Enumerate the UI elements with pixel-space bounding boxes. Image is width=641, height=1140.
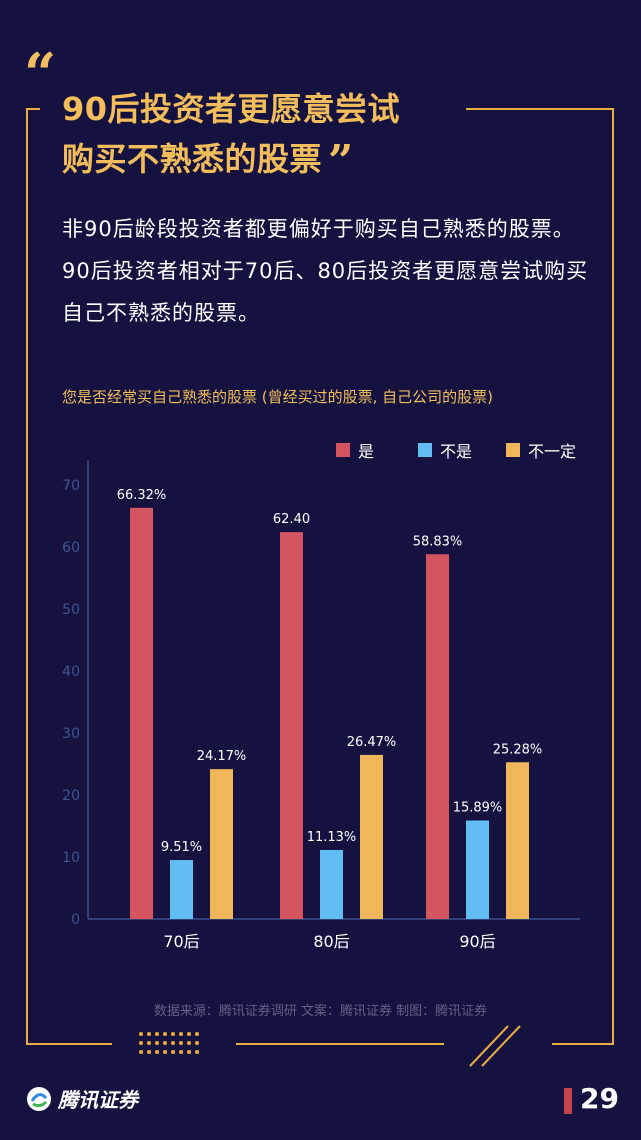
bar <box>320 849 343 919</box>
brand-logo: 腾讯证券 <box>26 1084 138 1113</box>
bar <box>210 769 233 919</box>
data-label: 25.28% <box>493 742 543 757</box>
y-tick-label: 30 <box>62 726 80 742</box>
bar <box>426 554 449 919</box>
y-tick-label: 60 <box>62 540 80 556</box>
legend-label-yes: 是 <box>358 442 375 461</box>
diagonal-lines-decoration <box>469 1025 521 1067</box>
frame-right <box>612 108 614 1044</box>
legend-item-yes: 是 <box>336 438 374 462</box>
title-line-1: 90后投资者更愿意尝试 <box>62 90 401 128</box>
data-label: 58.83% <box>413 534 463 549</box>
tencent-logo-icon <box>27 1086 51 1111</box>
y-tick-label: 10 <box>62 850 80 866</box>
legend-swatch-no <box>418 443 432 457</box>
bar <box>130 507 153 919</box>
brand-name: 腾讯证券 <box>58 1088 138 1112</box>
chart-title: 您是否经常买自己熟悉的股票 (曾经买过的股票, 自己公司的股票) <box>62 388 494 406</box>
frame-top-left <box>26 108 40 110</box>
y-tick-label: 50 <box>62 602 80 618</box>
bar-chart: 0 10 20 30 40 50 60 70 66.32% 9.51% 24.17% 70后 62.40… <box>62 460 580 951</box>
y-tick-label: 0 <box>71 912 80 928</box>
data-label: 15.89% <box>453 800 503 815</box>
frame-bottom-right <box>552 1043 614 1045</box>
legend-item-no: 不是 <box>418 438 472 462</box>
page-title: 90后投资者更愿意尝试 购买不熟悉的股票” <box>62 84 400 187</box>
close-quote-mark: ” <box>328 136 354 187</box>
data-label: 24.17% <box>197 749 247 764</box>
frame-bottom-mid <box>236 1043 444 1045</box>
legend-item-maybe: 不一定 <box>506 438 576 462</box>
bar <box>506 762 529 919</box>
frame-top-right <box>466 108 614 110</box>
title-line-2: 购买不熟悉的股票” <box>62 134 400 187</box>
bar <box>466 820 489 919</box>
page-number-marker <box>564 1088 572 1114</box>
data-label: 11.13% <box>307 830 357 845</box>
dots-decoration <box>139 1032 199 1054</box>
open-quote-mark: “ <box>24 41 57 107</box>
bar <box>280 532 303 919</box>
legend-swatch-maybe <box>506 443 520 457</box>
chart-legend: 是 不是 不一定 <box>0 438 641 462</box>
data-label: 66.32% <box>117 488 167 503</box>
legend-swatch-yes <box>336 443 350 457</box>
legend-label-maybe: 不一定 <box>528 442 577 461</box>
description-text: 非90后龄段投资者都更偏好于购买自己熟悉的股票。90后投资者相对于70后、80后… <box>62 217 589 325</box>
frame-bottom-left <box>26 1043 112 1045</box>
source-credit: 数据来源：腾讯证券调研 文案：腾讯证券 制图：腾讯证券 <box>153 1004 488 1019</box>
page-number: 29 <box>580 1082 619 1115</box>
title-line-2-text: 购买不熟悉的股票 <box>62 140 323 178</box>
x-tick-label: 80后 <box>313 932 349 951</box>
y-tick-label: 20 <box>62 788 80 804</box>
data-label: 26.47% <box>347 735 397 750</box>
data-label: 62.40 <box>273 512 310 527</box>
frame-left <box>26 108 28 1044</box>
x-tick-label: 70后 <box>163 932 199 951</box>
y-tick-label: 40 <box>62 664 80 680</box>
data-label: 9.51% <box>161 840 202 855</box>
bar <box>170 860 193 919</box>
bar <box>360 754 383 919</box>
y-tick-label: 70 <box>62 478 80 494</box>
x-tick-label: 90后 <box>459 932 495 951</box>
legend-label-no: 不是 <box>440 442 473 461</box>
